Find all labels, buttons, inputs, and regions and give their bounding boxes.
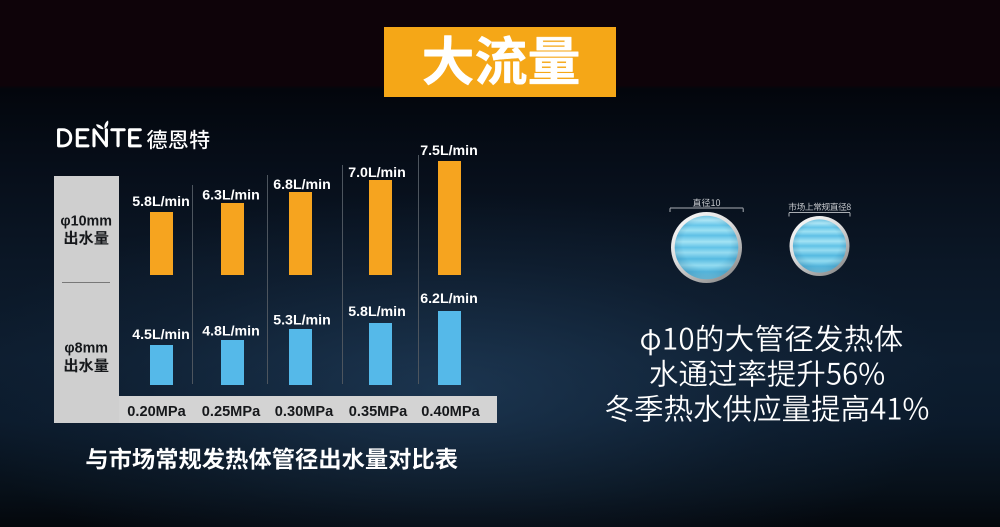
svg-text:0.25MPa: 0.25MPa [202, 404, 261, 420]
svg-text:4.8L/min: 4.8L/min [202, 323, 260, 339]
svg-text:φ8mm: φ8mm [64, 340, 108, 356]
svg-text:φ10mm: φ10mm [60, 213, 112, 229]
svg-text:5.8L/min: 5.8L/min [348, 304, 406, 320]
svg-text:0.40MPa: 0.40MPa [421, 404, 480, 420]
svg-text:0.30MPa: 0.30MPa [275, 404, 334, 420]
svg-text:6.8L/min: 6.8L/min [273, 177, 331, 193]
svg-text:5.8L/min: 5.8L/min [132, 194, 190, 210]
svg-text:5.3L/min: 5.3L/min [273, 312, 331, 328]
svg-text:6.2L/min: 6.2L/min [420, 291, 478, 307]
svg-text:0.35MPa: 0.35MPa [349, 404, 408, 420]
svg-text:4.5L/min: 4.5L/min [132, 327, 190, 343]
svg-text:0.20MPa: 0.20MPa [127, 404, 186, 420]
svg-text:7.0L/min: 7.0L/min [348, 165, 406, 181]
svg-text:6.3L/min: 6.3L/min [202, 187, 260, 203]
svg-text:7.5L/min: 7.5L/min [420, 143, 478, 159]
